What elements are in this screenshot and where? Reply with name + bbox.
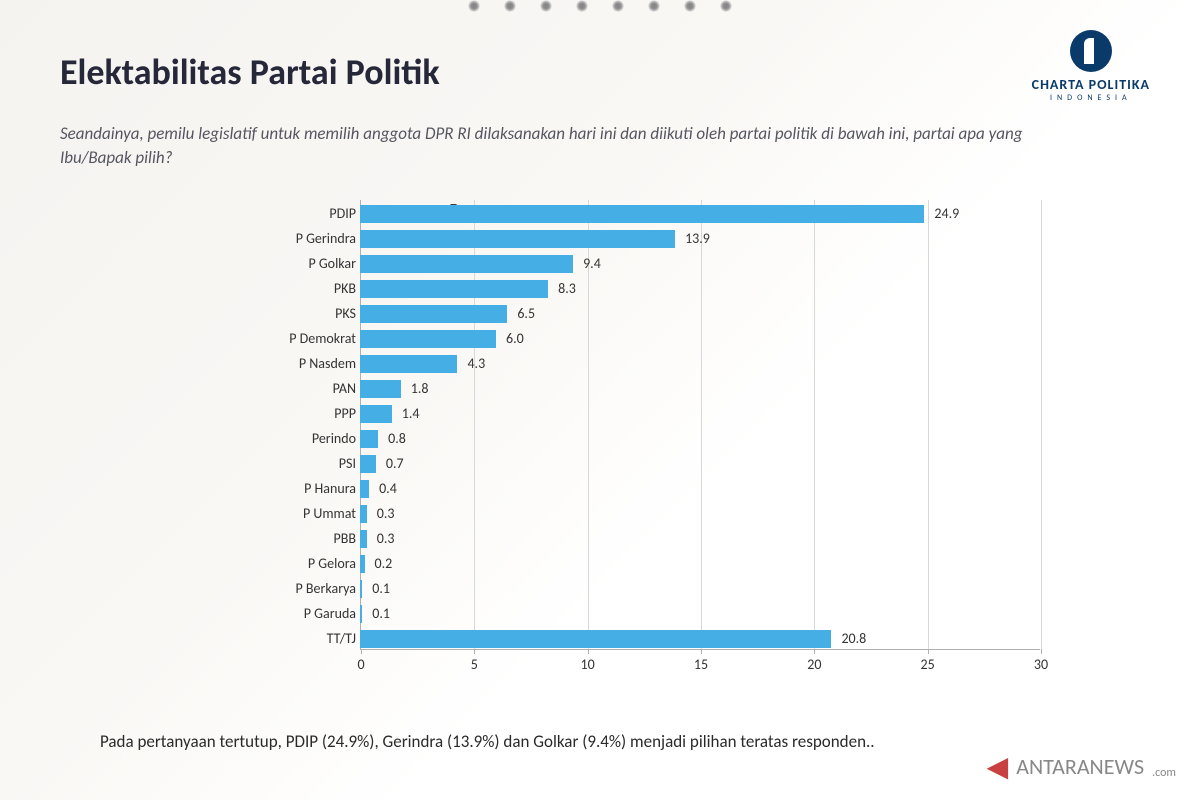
x-tick-label: 15 [694, 656, 708, 673]
bar-label: TT/TJ [246, 630, 356, 647]
bar [360, 555, 365, 573]
bar [360, 405, 392, 423]
bar-label: PBB [246, 530, 356, 547]
bar-value: 0.1 [372, 580, 390, 597]
x-tick-label: 5 [471, 656, 478, 673]
bar-row: P Nasdem4.3 [260, 354, 1080, 374]
logo-line1: CHARTA POLITIKA [1032, 76, 1150, 93]
x-tick-label: 25 [921, 656, 935, 673]
bar-label: P Berkarya [246, 580, 356, 597]
watermark-suffix: .com [1152, 766, 1176, 780]
charta-politika-logo: CHARTA POLITIKA INDONESIA [1032, 30, 1150, 103]
bar [360, 580, 362, 598]
bar [360, 530, 367, 548]
x-tick-label: 20 [807, 656, 821, 673]
bar [360, 205, 924, 223]
bar-chart: 0 5 10 15 20 25 30 PDIP24.9 P Gerindra13.9 P Gol… [260, 200, 1080, 680]
bar-row: P Gerindra13.9 [260, 229, 1080, 249]
x-tick-mark [474, 649, 475, 654]
bar-label: P Golkar [246, 255, 356, 272]
bar-label: PDIP [246, 205, 356, 222]
bar [360, 480, 369, 498]
bar-label: Perindo [246, 430, 356, 447]
bar [360, 455, 376, 473]
bar-row: PSI0.7 [260, 454, 1080, 474]
x-tick-mark [588, 649, 589, 654]
bar [360, 305, 507, 323]
x-tick-mark [701, 649, 702, 654]
bar-row: P Golkar9.4 [260, 254, 1080, 274]
bar-value: 0.7 [386, 455, 404, 472]
bar [360, 630, 831, 648]
slide-container: CHARTA POLITIKA INDONESIA Elektabilitas … [0, 0, 1200, 800]
arrow-icon: ◀ [987, 749, 1009, 784]
x-tick-mark [1041, 649, 1042, 654]
bar-value: 13.9 [685, 230, 710, 247]
bar-row: PDIP24.9 [260, 204, 1080, 224]
bar [360, 430, 378, 448]
bar-value: 0.3 [377, 530, 395, 547]
bar-value: 4.3 [467, 355, 485, 372]
bar-value: 24.9 [934, 205, 959, 222]
bar [360, 355, 457, 373]
bar-value: 6.5 [517, 305, 535, 322]
bar-value: 20.8 [841, 630, 866, 647]
x-tick-mark [814, 649, 815, 654]
bar-label: P Garuda [246, 605, 356, 622]
page-title: Elektabilitas Partai Politik [60, 50, 1140, 94]
bar-label: P Hanura [246, 480, 356, 497]
x-tick-label: 0 [357, 656, 364, 673]
x-tick-mark [361, 649, 362, 654]
bar-value: 0.3 [377, 505, 395, 522]
bar-label: P Nasdem [246, 355, 356, 372]
logo-line2: INDONESIA [1032, 93, 1150, 103]
antaranews-watermark: ◀ ANTARANEWS .com [987, 749, 1176, 784]
bar-value: 9.4 [583, 255, 601, 272]
x-tick-label: 30 [1034, 656, 1048, 673]
bar [360, 380, 401, 398]
bar [360, 230, 675, 248]
x-tick-label: 10 [581, 656, 595, 673]
x-tick-mark [928, 649, 929, 654]
bar-value: 1.8 [411, 380, 429, 397]
bar-label: PKB [246, 280, 356, 297]
bar-row: P Hanura0.4 [260, 479, 1080, 499]
bar-label: P Gelora [246, 555, 356, 572]
watermark-brand: ANTARANEWS [1016, 753, 1144, 780]
bar-label: PAN [246, 380, 356, 397]
bar [360, 255, 573, 273]
bar-row: P Berkarya0.1 [260, 579, 1080, 599]
bar-row: P Demokrat6.0 [260, 329, 1080, 349]
bar-row: PPP1.4 [260, 404, 1080, 424]
bar-value: 6.0 [506, 330, 524, 347]
bar [360, 505, 367, 523]
bar-row: PKS6.5 [260, 304, 1080, 324]
bar-value: 8.3 [558, 280, 576, 297]
bar-label: P Gerindra [246, 230, 356, 247]
logo-mark-icon [1070, 30, 1112, 72]
bar-row: PAN1.8 [260, 379, 1080, 399]
bar-value: 0.8 [388, 430, 406, 447]
bar-value: 0.2 [375, 555, 393, 572]
bar [360, 605, 362, 623]
bar-label: PPP [246, 405, 356, 422]
bar-label: PSI [246, 455, 356, 472]
bar-row: PKB8.3 [260, 279, 1080, 299]
bar-value: 0.4 [379, 480, 397, 497]
footnote-text: Pada pertanyaan tertutup, PDIP (24.9%), … [100, 731, 875, 752]
survey-question: Seandainya, pemilu legislatif untuk memi… [60, 122, 1080, 170]
bar-value: 1.4 [402, 405, 420, 422]
bar-row: P Ummat0.3 [260, 504, 1080, 524]
bar-label: P Ummat [246, 505, 356, 522]
bar-value: 0.1 [372, 605, 390, 622]
bar-row: P Garuda0.1 [260, 604, 1080, 624]
bar-row: TT/TJ20.8 [260, 629, 1080, 649]
bar-row: PBB0.3 [260, 529, 1080, 549]
bar-row: P Gelora0.2 [260, 554, 1080, 574]
bar-label: PKS [246, 305, 356, 322]
bar [360, 330, 496, 348]
bar-row: Perindo0.8 [260, 429, 1080, 449]
bar [360, 280, 548, 298]
bar-label: P Demokrat [246, 330, 356, 347]
